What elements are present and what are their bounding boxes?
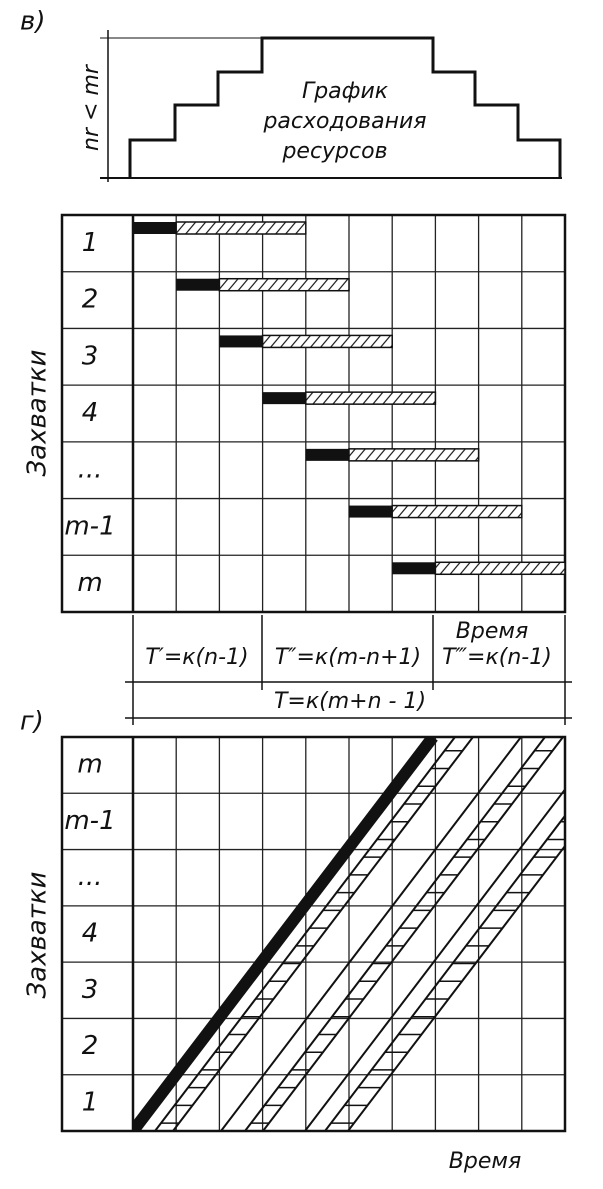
- row-label: 1: [82, 228, 99, 258]
- work-line: [220, 737, 522, 1131]
- row-label: ...: [78, 862, 103, 892]
- grid-frame: [60, 213, 567, 614]
- dimension-lines: [125, 615, 572, 725]
- grid-frame: [60, 735, 567, 1133]
- work-line: [262, 737, 564, 1131]
- work-bar: [261, 334, 393, 349]
- work-line: [347, 844, 565, 1131]
- y-axis-title: Захватки: [23, 872, 53, 999]
- duration-label: T′=к(n-1): [145, 645, 248, 670]
- x-axis-title: Время: [456, 619, 528, 644]
- chart-title: расходования: [262, 109, 426, 134]
- work-bar-start: [133, 222, 177, 234]
- work-line: [244, 737, 546, 1131]
- work-line-lead: [133, 737, 438, 1131]
- panel-label: г): [20, 707, 44, 737]
- work-line: [172, 737, 474, 1131]
- work-bar: [218, 277, 350, 292]
- work-line: [324, 814, 565, 1131]
- resource-axis-label: nr < mr: [79, 63, 104, 151]
- work-line: [154, 737, 456, 1131]
- work-bar-start: [392, 562, 436, 575]
- work-bar-start: [176, 278, 220, 291]
- cyclogram: [133, 737, 565, 1131]
- row-label: ...: [78, 455, 103, 485]
- row-label: 4: [82, 398, 99, 428]
- row-label: 4: [82, 919, 99, 949]
- work-bar-start: [349, 505, 393, 518]
- work-bar: [305, 391, 437, 405]
- y-axis-title: Захватки: [23, 350, 53, 477]
- work-bar: [175, 221, 307, 235]
- duration-label: T″=к(m-n+1): [275, 645, 421, 670]
- row-label: 2: [82, 285, 99, 315]
- row-label: m-1: [64, 806, 115, 836]
- chart-title: ресурсов: [281, 139, 387, 164]
- x-axis-title: Время: [449, 1149, 521, 1174]
- row-label: 3: [82, 975, 99, 1005]
- work-bar: [348, 448, 480, 462]
- work-bar-start: [262, 392, 306, 405]
- row-label: m-1: [64, 511, 115, 541]
- work-line: [304, 787, 565, 1131]
- resource-curve: [128, 36, 562, 178]
- work-bar-start: [305, 448, 349, 461]
- row-label: 2: [82, 1031, 99, 1061]
- work-bar-start: [219, 335, 263, 348]
- total-duration: T=к(m+n - 1): [274, 689, 426, 714]
- panel-label: в): [20, 7, 45, 37]
- row-label: m: [77, 568, 102, 598]
- duration-label: T‴=к(n-1): [442, 645, 552, 670]
- row-label: 3: [82, 341, 99, 371]
- work-bar: [391, 504, 523, 519]
- work-bar: [434, 561, 566, 576]
- chart-title: График: [302, 79, 389, 104]
- row-label: 1: [82, 1087, 99, 1117]
- row-label: m: [77, 750, 102, 780]
